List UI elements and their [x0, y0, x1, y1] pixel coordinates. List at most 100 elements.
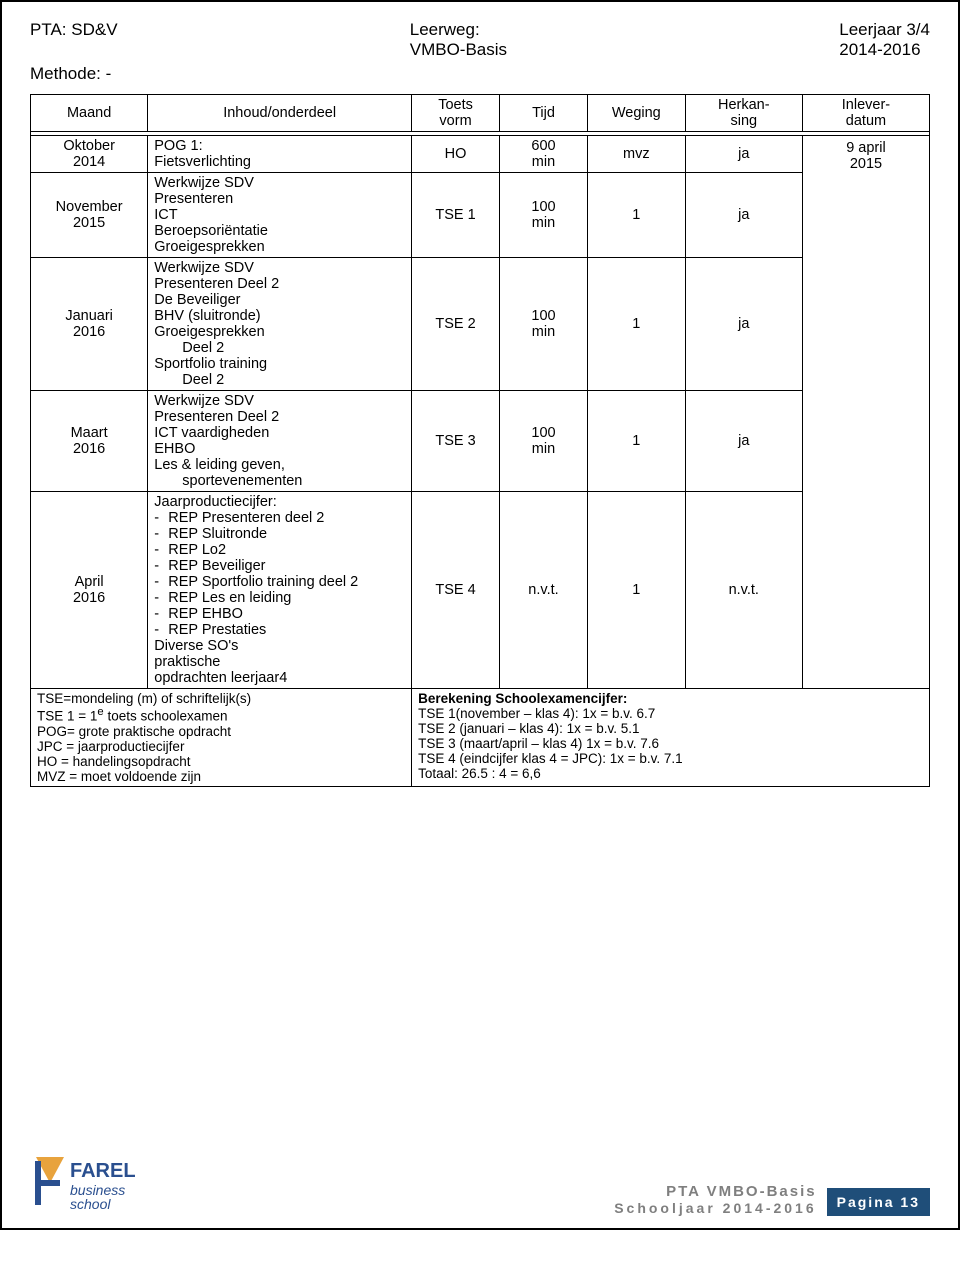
- th-inlever-1: Inlever-: [809, 97, 923, 113]
- footer-text: PTA VMBO-Basis Schooljaar 2014-2016: [614, 1183, 816, 1216]
- th-toets-2: vorm: [418, 113, 493, 129]
- maand-2: 2015: [37, 215, 141, 231]
- inhoud-line: Diverse SO's: [154, 638, 405, 654]
- inhoud-line: praktische: [154, 654, 405, 670]
- tijd-2: min: [506, 154, 581, 170]
- inhoud-line: Beroepsoriëntatie: [154, 223, 405, 239]
- tijd-2: min: [506, 441, 581, 457]
- cell-maand: April 2016: [31, 492, 148, 689]
- cell-maand: Maart 2016: [31, 391, 148, 492]
- cell-herkan: ja: [685, 173, 802, 258]
- inhoud-line: POG 1:: [154, 138, 405, 154]
- cell-inhoud: Werkwijze SDV Presenteren ICT Beroepsori…: [148, 173, 412, 258]
- pagina-badge: Pagina 13: [827, 1188, 930, 1216]
- inhoud-line: Groeigesprekken: [154, 239, 405, 255]
- maand-1: November: [37, 199, 141, 215]
- footer: FAREL business school PTA VMBO-Basis Sch…: [2, 1153, 958, 1216]
- cell-weging: 1: [587, 173, 685, 258]
- legend-line: POG= grote praktische opdracht: [37, 724, 405, 739]
- cell-tijd: 100 min: [500, 391, 588, 492]
- legend-right-title: Berekening Schoolexamencijfer:: [418, 691, 923, 706]
- list-text: REP Sportfolio training deel 2: [168, 574, 358, 590]
- cell-inhoud: Werkwijze SDV Presenteren Deel 2 De Beve…: [148, 258, 412, 391]
- list-item: -REP Sportfolio training deel 2: [154, 574, 405, 590]
- tijd-1: 600: [506, 138, 581, 154]
- inlever-1: 9 april: [809, 140, 923, 156]
- cell-toets: TSE 3: [412, 391, 500, 492]
- list-item: -REP Prestaties: [154, 622, 405, 638]
- cell-toets: TSE 2: [412, 258, 500, 391]
- header-leerweg: Leerweg: VMBO-Basis: [410, 20, 547, 60]
- maand-1: Januari: [37, 308, 141, 324]
- list-item: -REP Sluitronde: [154, 526, 405, 542]
- maand-2: 2016: [37, 590, 141, 606]
- cell-weging: 1: [587, 391, 685, 492]
- legend-line: JPC = jaarproductiecijfer: [37, 739, 405, 754]
- dash-icon: -: [154, 606, 168, 622]
- cell-herkan: ja: [685, 136, 802, 173]
- list-item: -REP Les en leiding: [154, 590, 405, 606]
- tijd-1: 100: [506, 308, 581, 324]
- legend-line: TSE 1 = 1e toets schoolexamen: [37, 706, 405, 724]
- list-text: REP Prestaties: [168, 622, 266, 638]
- th-herkan-2: sing: [692, 113, 796, 129]
- cell-tijd: n.v.t.: [500, 492, 588, 689]
- list-item: -REP Beveiliger: [154, 558, 405, 574]
- inhoud-line: ICT: [154, 207, 405, 223]
- list-text: REP Lo2: [168, 542, 226, 558]
- cell-tijd: 600 min: [500, 136, 588, 173]
- cell-inhoud: Jaarproductiecijfer: -REP Presenteren de…: [148, 492, 412, 689]
- header-pta: PTA: SD&V: [30, 20, 118, 60]
- header-leerjaar: Leerjaar 3/4 2014-2016: [839, 20, 930, 60]
- inhoud-line: Presenteren Deel 2: [154, 276, 405, 292]
- header-row: PTA: SD&V Leerweg: VMBO-Basis Leerjaar 3…: [30, 20, 930, 60]
- inhoud-line: Werkwijze SDV: [154, 260, 405, 276]
- leerweg-value: VMBO-Basis: [410, 40, 507, 60]
- footer-line2: Schooljaar 2014-2016: [614, 1200, 816, 1216]
- tijd-2: min: [506, 324, 581, 340]
- leerjaar-years: 2014-2016: [839, 40, 930, 60]
- tijd-1: 100: [506, 199, 581, 215]
- legend-left: TSE=mondeling (m) of schriftelijk(s) TSE…: [31, 689, 412, 787]
- cell-inlever: 9 april 2015: [802, 136, 929, 689]
- cell-herkan: n.v.t.: [685, 492, 802, 689]
- inhoud-indent: Deel 2: [154, 372, 405, 388]
- cell-toets: HO: [412, 136, 500, 173]
- cell-weging: 1: [587, 492, 685, 689]
- inhoud-line: Presenteren Deel 2: [154, 409, 405, 425]
- cell-weging: mvz: [587, 136, 685, 173]
- dash-icon: -: [154, 542, 168, 558]
- inhoud-line: opdrachten leerjaar4: [154, 670, 405, 686]
- list-text: REP EHBO: [168, 606, 243, 622]
- inhoud-line: Groeigesprekken: [154, 324, 405, 340]
- th-toets: Toets vorm: [412, 95, 500, 132]
- list-text: REP Les en leiding: [168, 590, 291, 606]
- dash-icon: -: [154, 558, 168, 574]
- th-toets-1: Toets: [418, 97, 493, 113]
- cell-tijd: 100 min: [500, 173, 588, 258]
- cell-inhoud: Werkwijze SDV Presenteren Deel 2 ICT vaa…: [148, 391, 412, 492]
- leerweg-label: Leerweg:: [410, 20, 507, 40]
- leerjaar-label: Leerjaar 3/4: [839, 20, 930, 40]
- inhoud-indent: sportevenementen: [154, 473, 405, 489]
- th-weging: Weging: [587, 95, 685, 132]
- dash-icon: -: [154, 526, 168, 542]
- table-row: Oktober 2014 POG 1: Fietsverlichting HO …: [31, 136, 930, 173]
- maand-2: 2016: [37, 441, 141, 457]
- th-herkan: Herkan- sing: [685, 95, 802, 132]
- maand-2: 2014: [37, 154, 141, 170]
- list-item: -REP EHBO: [154, 606, 405, 622]
- cell-herkan: ja: [685, 258, 802, 391]
- logo-text-bot: school: [70, 1196, 111, 1212]
- maand-1: April: [37, 574, 141, 590]
- legend-line: MVZ = moet voldoende zijn: [37, 769, 405, 784]
- logo-text-top: FAREL: [70, 1160, 136, 1182]
- footer-line1: PTA VMBO-Basis: [614, 1183, 816, 1200]
- inhoud-line: ICT vaardigheden: [154, 425, 405, 441]
- inhoud-line: EHBO: [154, 441, 405, 457]
- inlever-2: 2015: [809, 156, 923, 172]
- legend-line: TSE=mondeling (m) of schriftelijk(s): [37, 691, 405, 706]
- main-table: Maand Inhoud/onderdeel Toets vorm Tijd W…: [30, 94, 930, 787]
- maand-1: Maart: [37, 425, 141, 441]
- list-item: -REP Presenteren deel 2: [154, 510, 405, 526]
